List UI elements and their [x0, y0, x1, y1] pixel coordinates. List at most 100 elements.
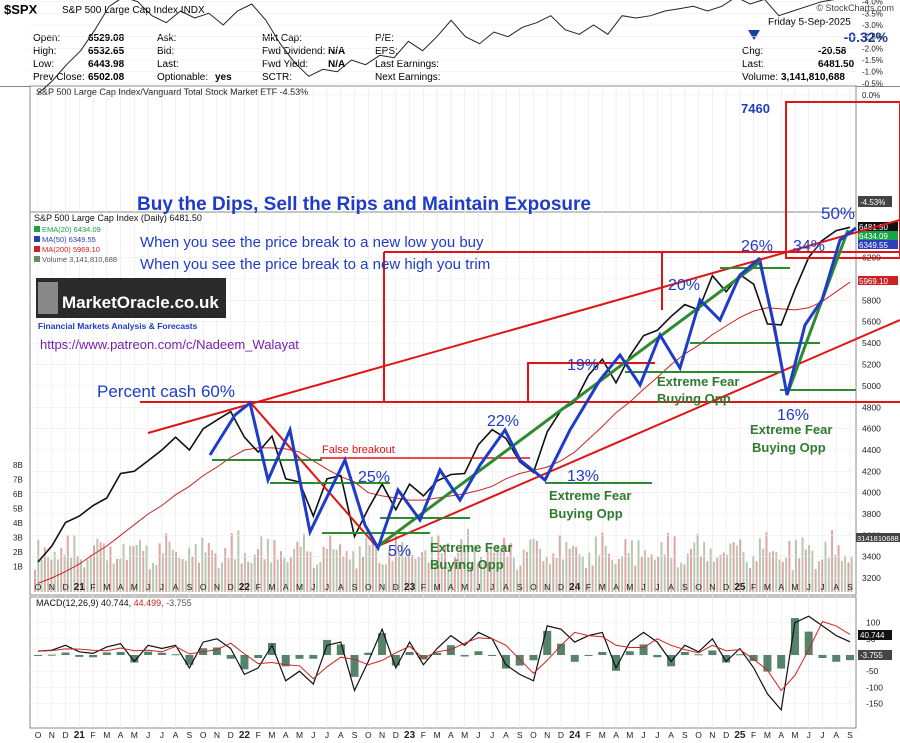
volume-bar	[647, 557, 650, 592]
ratio-tick-4: -2.0%	[862, 44, 883, 53]
x-label-macd-13: N	[214, 730, 220, 740]
volume-bar	[99, 542, 102, 592]
volume-bar	[109, 546, 112, 592]
volume-bar	[358, 546, 361, 592]
x-label-price-42: A	[613, 582, 619, 592]
x-label-macd-16: F	[256, 730, 261, 740]
x-label-price-29: M	[434, 582, 441, 592]
macd-hist-bar-21	[323, 639, 332, 655]
volume-bar	[168, 541, 171, 592]
prev-label: Prev Close:	[33, 72, 85, 83]
volume-bar	[558, 535, 561, 592]
x-label-macd-30: A	[448, 730, 454, 740]
macd-hist-bar-45	[653, 655, 662, 658]
volume-bar	[188, 547, 191, 592]
price-tick-7: 3400	[862, 552, 881, 562]
open-label: Open:	[33, 33, 61, 44]
price-tick-3: 4200	[862, 466, 881, 476]
volume-bar	[775, 551, 778, 592]
volume-bar	[227, 558, 230, 592]
volume-bar	[480, 556, 483, 592]
volume-bar	[473, 545, 476, 592]
x-label-macd-8: J	[146, 730, 150, 740]
x-label-price-2: D	[62, 582, 68, 592]
volume-bar	[234, 559, 237, 592]
last-label: Last:	[742, 59, 764, 70]
ask-label: Ask:	[157, 33, 177, 44]
x-label-price-28: F	[421, 582, 426, 592]
credit[interactable]: © StockCharts.com	[816, 3, 894, 13]
macd-hist-bar-58	[832, 655, 841, 662]
volume-bar	[821, 559, 824, 592]
volume-bar	[690, 548, 692, 592]
x-label-macd-42: A	[613, 730, 619, 740]
ratio-tick-2: -1.0%	[862, 68, 883, 77]
extreme-fear-labels: Extreme Fear Buying Opp Extreme Fear Buy…	[430, 374, 832, 572]
volume-ticks: 8B 7B 6B 5B 4B 3B 2B 1B	[13, 461, 23, 572]
volume-bar	[417, 556, 420, 592]
badge-ma200-bg	[858, 276, 898, 285]
volume-bar	[617, 558, 620, 592]
x-label-macd-25: N	[379, 730, 385, 740]
volume-bar	[457, 552, 460, 592]
volume-bar	[125, 559, 128, 592]
x-label-price-16: F	[256, 582, 261, 592]
x-label-price-9: J	[160, 582, 164, 592]
volume-bar	[765, 532, 768, 592]
ef-2022-oct-a: Extreme Fear	[430, 540, 512, 555]
volume-tick-5: 3B	[13, 534, 23, 543]
volume-bar	[122, 544, 125, 592]
x-label-price-53: M	[764, 582, 771, 592]
x-label-macd-31: M	[461, 730, 468, 740]
macd-hist-bar-17	[267, 642, 276, 655]
macd-hist-bar-39	[570, 655, 579, 662]
last-value: 6481.50	[818, 59, 855, 70]
volume-bar	[575, 547, 578, 592]
volume-bar	[329, 535, 332, 592]
volume-bar	[296, 541, 299, 592]
x-label-macd-23: S	[352, 730, 358, 740]
nextearn-label: Next Earnings:	[375, 72, 441, 83]
volume-bar	[286, 562, 289, 592]
volume-bar	[483, 561, 486, 592]
x-label-price-21: J	[325, 582, 329, 592]
x-label-macd-48: O	[695, 730, 702, 740]
macd-hist-bar-2	[61, 652, 70, 655]
volume-bar	[814, 569, 817, 592]
price-tick-1: 4600	[862, 424, 881, 434]
macd-hist-bar-34	[501, 655, 510, 669]
x-label-macd-51: 25	[734, 730, 746, 741]
macd-hist-bar-37	[543, 630, 552, 655]
volume-bar	[230, 533, 233, 592]
ratio-tick-1: -0.5%	[862, 79, 883, 88]
x-label-price-18: A	[283, 582, 289, 592]
volume-bar	[585, 567, 588, 592]
volume-bar	[703, 542, 706, 592]
volume-bar	[712, 561, 715, 592]
macd-hist-bar-36	[529, 655, 538, 661]
volume-bar	[276, 559, 279, 592]
volume-bar	[260, 536, 263, 592]
label-5: 5%	[388, 543, 411, 560]
volume-bar	[47, 557, 50, 592]
volume-bar	[325, 548, 328, 592]
volume-bar	[362, 556, 364, 592]
macd-hist-bar-15	[240, 655, 249, 670]
volume-bar	[427, 562, 430, 592]
patreon-link[interactable]: https://www.patreon.com/c/Nadeem_Walayat	[40, 337, 299, 352]
volume-bar	[827, 557, 830, 592]
macd-ticks: 100500-50-100-150	[30, 618, 883, 708]
macd-hist-bar-42	[612, 655, 621, 671]
volume-bar	[217, 568, 220, 592]
bid-label: Bid:	[157, 46, 175, 57]
volume-bar	[726, 554, 729, 592]
volume-bar	[794, 539, 797, 592]
symbol[interactable]: $SPX	[4, 2, 38, 17]
volume-bar	[749, 567, 752, 592]
high-label: High:	[33, 46, 57, 57]
x-label-macd-24: O	[365, 730, 372, 740]
x-label-macd-50: D	[723, 730, 729, 740]
volume-bar	[319, 562, 322, 592]
x-label-price-47: S	[682, 582, 688, 592]
logo-text: MarketOracle.co.uk	[62, 293, 219, 312]
